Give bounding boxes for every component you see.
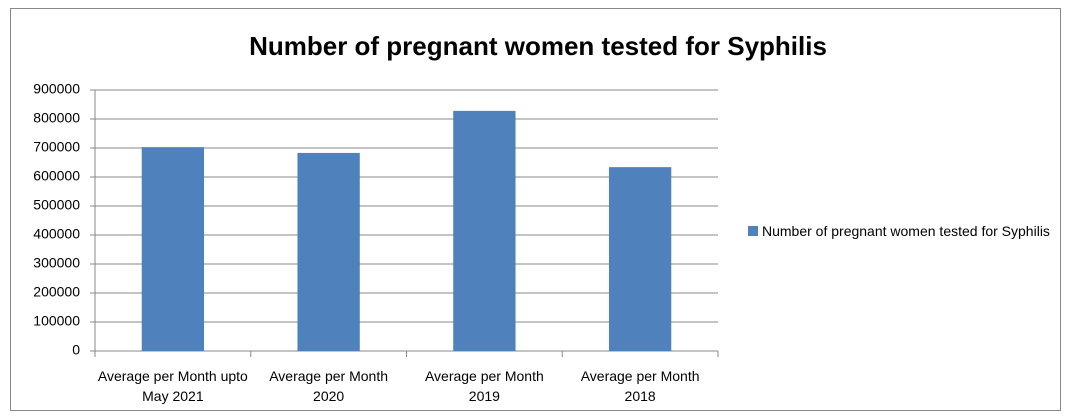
y-tick-label: 900000 [33,81,80,97]
y-tick-label: 200000 [33,284,80,300]
y-tick-label: 100000 [33,313,80,329]
y-tick-label: 0 [72,342,80,358]
bar [141,147,205,351]
x-tick-label: Average per Month upto May 2021 [97,368,248,404]
bar [297,152,360,351]
y-tick-label: 800000 [33,110,80,126]
x-tick-label: Average per Month 2019 [424,368,544,404]
legend-swatch [748,226,758,236]
bar [453,110,516,351]
x-tick-label: Average per Month 2018 [580,368,700,404]
y-tick-label: 600000 [33,168,80,184]
y-tick-label: 500000 [33,197,80,213]
y-tick-label: 300000 [33,255,80,271]
chart-title: Number of pregnant women tested for Syph… [249,31,827,61]
y-tick-label: 700000 [33,139,80,155]
x-tick-label: Average per Month 2020 [269,368,389,404]
y-tick-label: 400000 [33,226,80,242]
legend-label: Number of pregnant women tested for Syph… [762,223,1050,239]
bar [608,167,672,351]
